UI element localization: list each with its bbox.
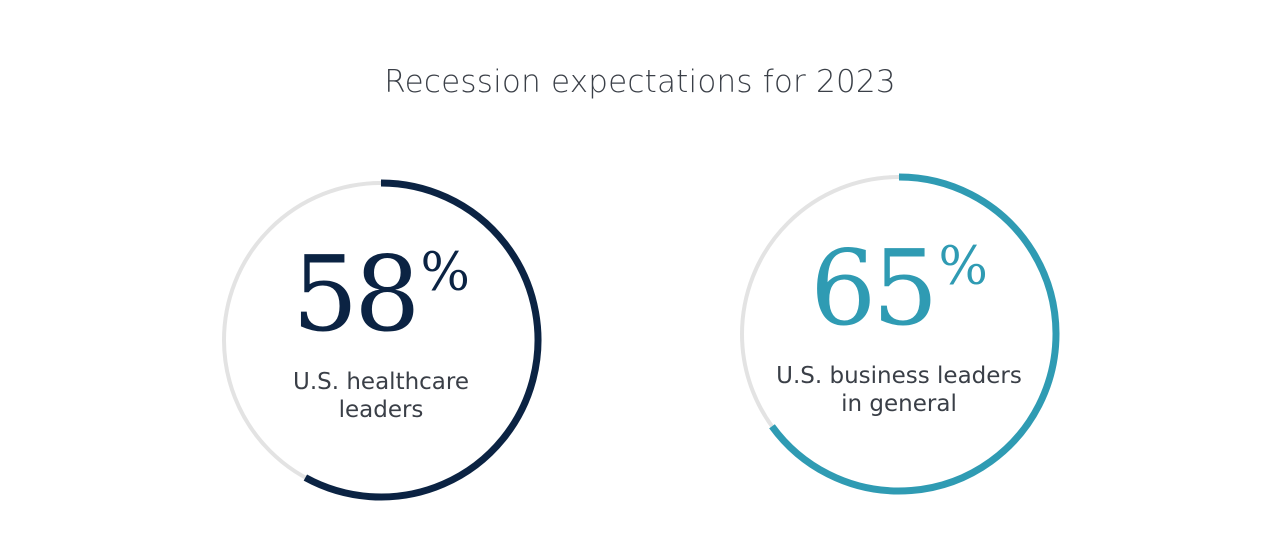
gauge-arc-healthcare [303, 179, 542, 501]
gauge-number: 58 [292, 233, 420, 355]
chart-title: Recession expectations for 2023 [384, 64, 896, 100]
gauge-value-healthcare: 58% [211, 242, 551, 346]
percent-sign: % [938, 237, 988, 297]
gauge-label-healthcare: U.S. healthcare leaders [211, 368, 551, 424]
gauge-label-line1: U.S. healthcare [292, 369, 469, 395]
gauge-business-ring [740, 173, 1060, 495]
gauge-label-business: U.S. business leaders in general [729, 362, 1069, 418]
gauge-business: 65% U.S. business leaders in general [729, 164, 1069, 504]
gauge-healthcare: 58% U.S. healthcare leaders [211, 170, 551, 510]
gauge-value-business: 65% [729, 236, 1069, 340]
gauge-healthcare-ring [222, 179, 542, 501]
gauge-label-line2: leaders [338, 397, 424, 423]
gauge-arc-business [769, 173, 1060, 495]
gauge-label-line2: in general [841, 391, 957, 417]
gauge-label-line1: U.S. business leaders [776, 363, 1022, 389]
gauge-number: 65 [810, 227, 938, 349]
percent-sign: % [420, 243, 470, 303]
